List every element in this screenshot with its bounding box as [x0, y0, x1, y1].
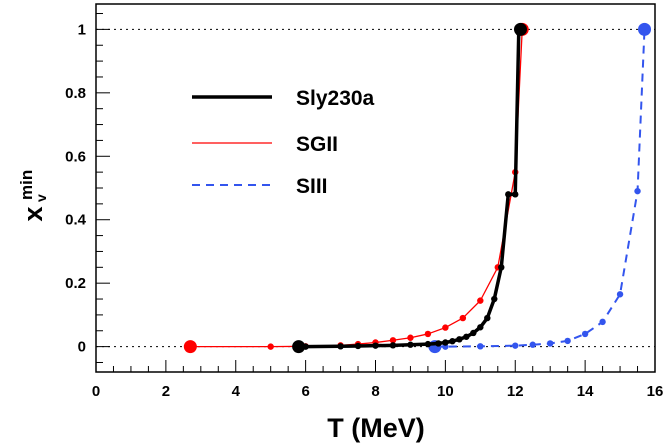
- x-axis-title: T (MeV): [327, 413, 425, 443]
- y-axis-title: x v min: [17, 170, 49, 222]
- data-point-siii: [512, 342, 519, 349]
- y-axis-title-sub: v: [33, 194, 49, 202]
- data-point-sly230a: [449, 338, 456, 345]
- data-point-siii: [529, 341, 536, 348]
- data-point-sly230a: [484, 314, 491, 322]
- data-point-sly230a: [435, 340, 442, 347]
- tick-labels: 0 2 4 6 8 10 12 14 16 0 0.2 0.4 0.6 0.8 1: [65, 21, 663, 400]
- data-point-sly230a: [372, 342, 379, 349]
- x-tick-label: 12: [507, 383, 524, 400]
- y-tick-label: 0: [78, 339, 86, 356]
- y-axis-title-base: x: [18, 206, 48, 221]
- endpoint-marker-sgii-start: [183, 340, 197, 354]
- data-point-sly230a: [470, 329, 477, 337]
- data-point-sgii: [459, 314, 467, 322]
- data-point-sly230a: [491, 295, 498, 303]
- data-point-sly230a: [354, 342, 362, 350]
- y-tick-label: 0.2: [65, 275, 86, 292]
- data-point-sly230a: [512, 191, 519, 198]
- data-point-siii: [546, 340, 554, 347]
- plot-frame: [95, 3, 656, 373]
- data-point-sgii: [407, 334, 414, 341]
- axis-ticks: [95, 13, 656, 372]
- data-point-sly230a: [456, 336, 463, 343]
- legend-label-sgii: SGII: [296, 133, 338, 156]
- data-point-sly230a: [498, 264, 505, 271]
- data-point-sly230a: [442, 339, 449, 346]
- legend-label-sly230a: Sly230a: [296, 87, 375, 110]
- reference-lines: [96, 28, 655, 348]
- series-line-siii: [434, 29, 646, 348]
- x-tick-label: 2: [162, 383, 170, 400]
- data-point-sgii: [267, 343, 274, 350]
- data-point-siii: [616, 291, 624, 298]
- data-point-siii: [599, 318, 606, 326]
- x-tick-label: 8: [371, 383, 379, 400]
- x-tick-label: 14: [577, 383, 594, 400]
- endpoint-marker-siii-end: [638, 22, 652, 36]
- y-axis-title-sup: min: [17, 170, 36, 200]
- endpoint-marker-sly230a-end: [513, 22, 527, 36]
- endpoint-marker-sly230a-start: [292, 340, 306, 354]
- x-tick-label: 10: [437, 383, 454, 400]
- data-point-siii: [477, 343, 484, 350]
- x-tick-label: 16: [647, 383, 664, 400]
- data-point-sly230a: [424, 340, 432, 348]
- data-point-siii: [634, 187, 641, 195]
- data-point-sly230a: [337, 343, 344, 350]
- series-layer: [183, 22, 652, 354]
- x-tick-label: 6: [301, 383, 309, 400]
- data-point-sgii: [389, 337, 397, 344]
- y-tick-label: 0.8: [65, 85, 86, 102]
- data-point-siii: [564, 337, 571, 345]
- y-tick-label: 0.4: [65, 212, 87, 229]
- data-point-sly230a: [477, 324, 484, 331]
- data-point-sly230a: [407, 341, 414, 348]
- x-tick-label: 0: [92, 383, 100, 400]
- data-point-siii: [581, 330, 589, 338]
- y-tick-label: 0.6: [65, 148, 86, 165]
- legend-label-siii: SIII: [296, 175, 328, 198]
- data-point-sgii: [442, 324, 449, 331]
- legend: Sly230a SGII SIII: [192, 87, 375, 198]
- data-point-sly230a: [389, 342, 397, 349]
- data-point-sgii: [477, 297, 484, 304]
- series-line-sgii: [190, 29, 523, 348]
- series-line-sly230a: [298, 28, 523, 349]
- x-tick-label: 4: [232, 383, 241, 400]
- data-point-sgii: [424, 330, 432, 338]
- y-tick-label: 1: [78, 21, 86, 38]
- data-point-sly230a: [505, 191, 512, 198]
- data-point-sly230a: [463, 333, 470, 340]
